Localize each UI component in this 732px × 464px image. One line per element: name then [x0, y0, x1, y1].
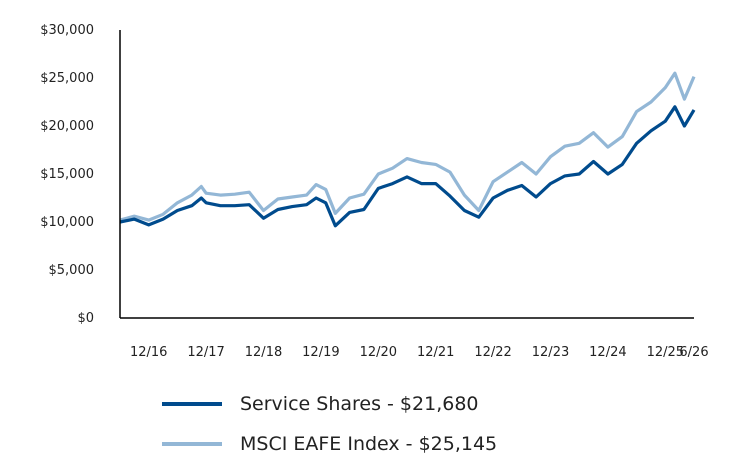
- legend-swatch-msci-eafe: [162, 442, 222, 446]
- y-tick-label: $30,000: [40, 23, 94, 38]
- x-tick-label: 12/21: [417, 345, 454, 360]
- y-tick-label: $20,000: [40, 119, 94, 134]
- x-tick-label: 12/24: [589, 345, 626, 360]
- legend-swatch-service-shares: [162, 402, 222, 406]
- legend: Service Shares - $21,680 MSCI EAFE Index…: [162, 384, 497, 464]
- x-axis-ticks: 12/16 12/17 12/18 12/19 12/20 12/21 12/22 12/23…: [130, 345, 709, 360]
- series-lines: [119, 71, 696, 228]
- legend-label-msci-eafe: MSCI EAFE Index - $25,145: [240, 433, 498, 455]
- legend-item-service-shares: Service Shares - $21,680: [162, 384, 497, 424]
- legend-item-msci-eafe: MSCI EAFE Index - $25,145: [162, 424, 497, 464]
- y-tick-label: $10,000: [40, 215, 94, 230]
- x-tick-label: 12/25: [647, 345, 684, 360]
- legend-label-service-shares: Service Shares - $21,680: [240, 393, 479, 415]
- line-chart: $0 $5,000 $10,000 $15,000 $20,000 $25,000 $30,…: [40, 23, 709, 360]
- x-tick-label: 12/23: [532, 345, 569, 360]
- x-tick-label: 12/17: [187, 345, 224, 360]
- y-tick-label: $15,000: [40, 167, 94, 182]
- series-line-msci-eafe: [119, 71, 696, 222]
- y-tick-label: $0: [77, 311, 94, 326]
- x-tick-label: 12/22: [474, 345, 511, 360]
- x-tick-label: 12/19: [302, 345, 339, 360]
- y-axis-ticks: $0 $5,000 $10,000 $15,000 $20,000 $25,000 $30,…: [40, 23, 94, 326]
- x-tick-label: 6/26: [679, 345, 708, 360]
- x-tick-label: 12/20: [360, 345, 397, 360]
- y-tick-label: $5,000: [49, 263, 95, 278]
- x-tick-label: 12/16: [130, 345, 167, 360]
- x-tick-label: 12/18: [245, 345, 282, 360]
- y-tick-label: $25,000: [40, 71, 94, 86]
- series-line-service-shares: [119, 105, 696, 228]
